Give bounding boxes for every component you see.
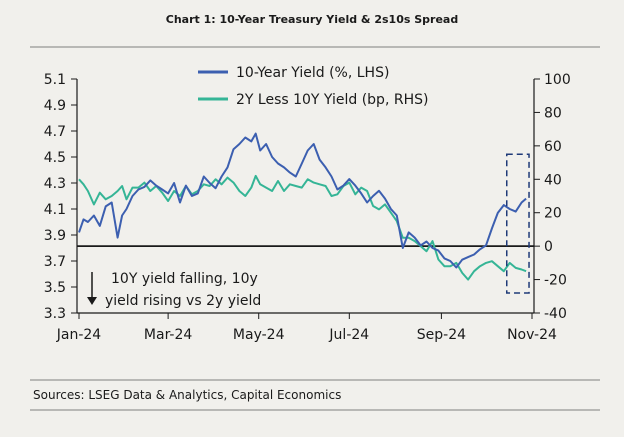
annotation-line-2: yield rising vs 2y yield [105, 293, 261, 309]
x-tick-label: Mar-24 [144, 327, 192, 343]
x-tick-label: May-24 [233, 327, 285, 343]
annotations [506, 153, 530, 294]
y-left-tick-label: 3.3 [44, 306, 66, 322]
y-right-tick-label: 40 [544, 172, 562, 188]
axes: 3.3 3.5 3.7 3.9 4.1 4.3 4.5 4.7 4.9 5.1 -40 -20 0 20 4… [44, 72, 571, 343]
annotation-line-1: 10Y yield falling, 10y [111, 271, 258, 287]
y-right-tick-label: 0 [544, 239, 553, 255]
y-left-tick-label: 3.5 [44, 280, 66, 296]
y-left-tick-label: 4.9 [44, 98, 66, 114]
x-tick-label: Jul-24 [328, 327, 369, 343]
y-right-tick-label: 20 [544, 206, 562, 222]
source-text: Sources: LSEG Data & Analytics, Capital … [33, 388, 341, 402]
y-left-tick-label: 3.9 [44, 228, 66, 244]
y-left-tick-label: 4.5 [44, 150, 66, 166]
arrow-down-icon [87, 297, 97, 305]
legend: 10-Year Yield (%, LHS) 2Y Less 10Y Yield… [198, 65, 428, 108]
legend-label-2s10s: 2Y Less 10Y Yield (bp, RHS) [236, 92, 428, 108]
y-right-tick-label: 80 [544, 105, 562, 121]
y-right-tick-label: -20 [544, 273, 567, 289]
y-right-tick-label: -40 [544, 306, 567, 322]
legend-label-10y: 10-Year Yield (%, LHS) [236, 65, 389, 81]
y-right-tick-label: 100 [544, 72, 571, 88]
y-left-tick-label: 4.1 [44, 202, 66, 218]
series-line-2s10s-spread [78, 174, 527, 281]
x-tick-label: Nov-24 [507, 327, 557, 343]
dashed-highlight-box [506, 153, 530, 294]
y-right-tick-label: 60 [544, 139, 562, 155]
y-left-tick-label: 4.7 [44, 124, 66, 140]
chart-title: Chart 1: 10-Year Treasury Yield & 2s10s … [166, 13, 458, 26]
y-left-tick-label: 5.1 [44, 72, 66, 88]
y-left-tick-label: 3.7 [44, 254, 66, 270]
x-tick-label: Jan-24 [56, 327, 102, 343]
y-left-tick-label: 4.3 [44, 176, 66, 192]
series-line-10y-yield [78, 132, 527, 269]
x-tick-label: Sep-24 [417, 327, 466, 343]
series-layer [78, 132, 527, 281]
annotation-text: 10Y yield falling, 10y yield rising vs 2… [87, 271, 261, 309]
